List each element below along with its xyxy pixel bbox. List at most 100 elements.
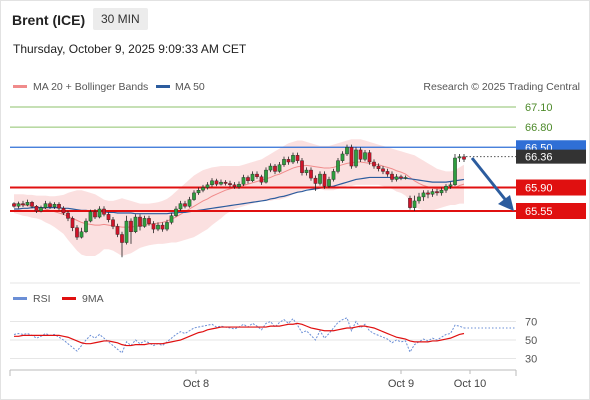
candle [169,213,174,225]
candle [421,190,426,201]
forecast-arrow [470,157,514,211]
candle [264,167,268,184]
candle [336,157,340,174]
candle [313,175,318,191]
candle [444,184,448,193]
candle [430,188,435,197]
candle [39,205,43,213]
candle [273,164,277,175]
time-tick-label: Oct 8 [183,378,209,390]
candle [246,175,250,184]
candle [372,159,376,169]
candle [70,216,75,232]
candlestick-layer [12,144,466,258]
candle [156,222,160,232]
level-66-36-tag [516,149,586,164]
candle [340,151,345,163]
candle [30,200,34,209]
candle [367,149,372,165]
candle [291,152,295,165]
candle [300,157,304,176]
candle [237,181,241,189]
candle [16,201,21,209]
candle [178,200,183,211]
ma50-legend-swatch [156,85,170,88]
candle [61,206,66,216]
candle [327,176,331,189]
candle [381,166,385,175]
rsi-tick-30: 30 [525,354,537,366]
candle [183,200,187,209]
candle [219,179,223,186]
candle [408,195,412,210]
candle [79,227,84,239]
candle [25,199,30,207]
candle [165,219,169,232]
candle [376,163,381,172]
candle [111,217,115,230]
candle [399,174,403,181]
candle [21,200,25,207]
candle [268,163,273,173]
level-66-80-label: 66.80 [525,122,553,134]
time-tick-label: Oct 10 [454,378,486,390]
timeframe-button[interactable]: 30 MIN [93,8,148,30]
rsi-ma-legend-label: 9MA [82,293,104,305]
candle [309,167,313,181]
candle [97,206,102,219]
candle [453,153,457,187]
candle [435,188,439,196]
candle [187,196,192,208]
candle [403,175,408,180]
rsi-tick-50: 50 [525,335,537,347]
candle [151,221,156,234]
candle [286,156,291,165]
level-65-55-tag [516,203,586,219]
candle [232,182,237,189]
candle [331,168,336,182]
rsi-ma-line [14,322,465,347]
candle [43,200,48,209]
candle [205,182,210,190]
candle [160,222,165,232]
candle [34,204,39,214]
level-67-10-label: 67.10 [525,102,553,114]
candle [196,187,201,195]
candle [106,212,111,223]
candle [228,180,232,187]
candle [75,225,79,240]
chart-header: Brent (ICE) 30 MIN [1,1,589,37]
candle [129,218,133,244]
candle [417,192,421,204]
candle [354,147,358,169]
candle [102,206,106,217]
candle [462,153,466,163]
candle [349,144,354,169]
candle [66,211,70,222]
level-66-36-label: 66.36 [525,152,553,164]
instrument-title: Brent (ICE) [12,12,86,28]
candle [174,206,178,218]
candle [192,190,196,201]
candle [318,171,322,186]
candle [133,214,138,234]
price-level-layer [10,106,516,212]
rsi-legend-swatch [13,297,27,300]
time-tick-label: Oct 9 [388,378,414,390]
candle [255,171,259,179]
candle [120,231,124,258]
candle [304,167,309,176]
candle [52,202,57,209]
bollinger-legend-swatch [13,85,27,88]
level-65-55-label: 65.55 [525,206,553,218]
chart-datetime: Thursday, October 9, 2025 9:09:33 AM CET [13,42,247,56]
candle [394,174,399,182]
candle [457,153,462,163]
rsi-panel: 70 50 30 [10,317,537,366]
candle [93,208,97,220]
candle [448,182,453,189]
research-credit: Research © 2025 Trading Central [423,81,580,93]
candle [295,152,300,164]
